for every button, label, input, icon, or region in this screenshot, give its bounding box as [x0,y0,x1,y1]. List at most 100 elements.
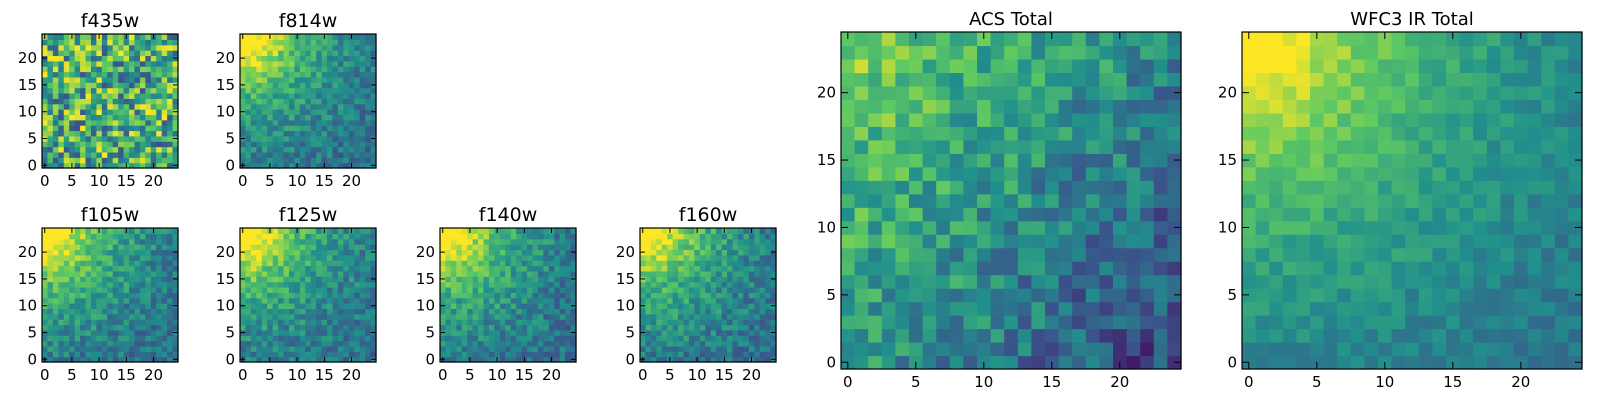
heatmap-cell [278,125,285,132]
heatmap-cell [537,270,544,277]
heatmap-cell [250,292,257,299]
heatmap-cell [1405,153,1420,168]
heatmap-cell [532,244,539,251]
heatmap-cell [150,135,157,142]
heatmap-cell [299,292,306,299]
heatmap-cell [278,281,285,288]
heatmap-cell [1459,288,1474,303]
heatmap-cell [748,265,755,272]
heatmap-cell [1085,247,1100,262]
heatmap-cell [107,340,114,347]
heatmap-cell [90,141,97,148]
heatmap-cell [461,281,468,288]
heatmap-cell [743,238,750,245]
heatmap-cell [445,244,452,251]
heatmap-cell [52,345,59,352]
heatmap-cell [688,270,695,277]
heatmap-cell [1058,45,1073,60]
heatmap-cell [456,308,463,315]
heatmap-cell [272,114,279,121]
heatmap-cell [80,125,87,132]
heatmap-cell [321,265,328,272]
heatmap-cell [543,238,550,245]
heatmap-cell [161,103,168,110]
heatmap-cell [52,60,59,67]
heatmap-cell [516,244,523,251]
heatmap-cell [107,135,114,142]
heatmap-cell [359,228,366,234]
heatmap-cell [1126,288,1141,303]
heatmap-cell [112,82,119,89]
heatmap-cell [1167,32,1182,47]
heatmap-cell [139,82,146,89]
heatmap-cell [288,141,295,148]
heatmap-cell [694,308,701,315]
heatmap-cell [63,103,70,110]
heatmap-cell [261,162,268,169]
heatmap-cell [85,141,92,148]
heatmap-cell [112,356,119,363]
heatmap-cell [156,71,163,78]
heatmap-cell [716,292,723,299]
heatmap-cell [505,233,512,240]
heatmap-cell [145,146,152,153]
heatmap-cell [461,308,468,315]
heatmap-cell [172,244,179,251]
heatmap-cell [499,303,506,309]
heatmap-cell [354,55,361,62]
heatmap-cell [483,233,490,240]
heatmap-cell [527,335,534,342]
heatmap-cell [727,265,734,272]
heatmap-cell [310,249,317,256]
heatmap-cell [58,244,65,251]
heatmap-cell [52,66,59,73]
heatmap-cell [256,340,263,347]
heatmap-cell [1058,342,1073,357]
heatmap-cell [112,87,119,94]
heatmap-cell [440,351,447,358]
heatmap-cell [656,270,663,277]
heatmap-cell [278,292,285,299]
heatmap-cell [250,308,257,315]
heatmap-cell [299,109,306,115]
heatmap-cell [483,270,490,277]
heatmap-cell [337,141,344,148]
heatmap-cell [283,281,290,288]
heatmap-cell [96,125,103,132]
heatmap-cell [69,151,76,158]
heatmap-cell [521,319,528,326]
heatmap-cell [365,356,372,363]
heatmap-cell [445,249,452,256]
heatmap-cell [272,119,279,126]
heatmap-cell [107,76,114,83]
heatmap-cell [1459,315,1474,330]
heatmap-cell [107,34,114,40]
heatmap-cell [156,157,163,164]
heatmap-cell [716,303,723,309]
heatmap-cell [1500,288,1515,303]
heatmap-cell [543,329,550,336]
heatmap-cell [107,119,114,126]
heatmap-cell [1527,220,1542,235]
heatmap-cell [299,249,306,256]
heatmap-cell [250,244,257,251]
heatmap-cell [505,308,512,315]
heatmap-cell [80,60,87,67]
heatmap-cell [661,281,668,288]
heatmap-cell [365,125,372,132]
heatmap-cell [332,50,339,57]
heatmap-cell [548,249,555,256]
heatmap-cell [370,324,377,331]
heatmap-cell [1058,207,1073,222]
heatmap-cell [150,286,157,293]
heatmap-cell [705,249,712,256]
heatmap-cell [737,297,744,304]
heatmap-cell [1432,207,1447,222]
heatmap-cell [1099,274,1114,289]
heatmap-cell [710,329,717,336]
heatmap-cell [565,351,572,358]
heatmap-cell [354,265,361,272]
heatmap-cell [1323,166,1338,181]
heatmap-cell [1004,315,1019,330]
